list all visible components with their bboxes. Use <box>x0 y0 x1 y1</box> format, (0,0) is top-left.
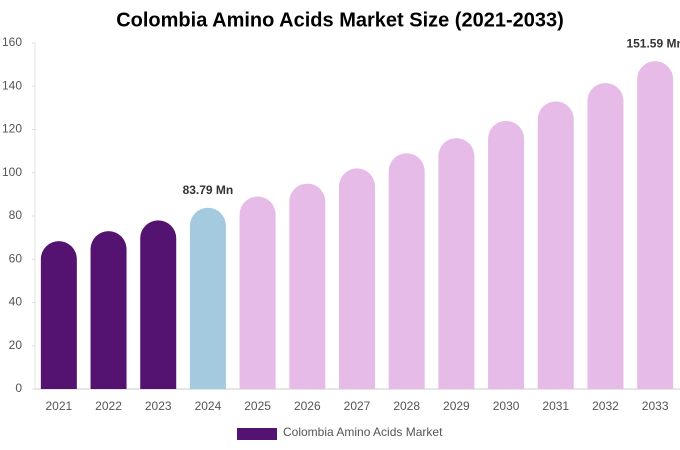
y-tick-label: 100 <box>2 165 22 179</box>
legend-label: Colombia Amino Acids Market <box>283 425 443 439</box>
chart-title: Colombia Amino Acids Market Size (2021-2… <box>116 9 564 31</box>
x-tick-label: 2021 <box>45 399 72 413</box>
x-tick-label: 2031 <box>542 399 569 413</box>
bar <box>40 241 77 389</box>
y-tick-label: 20 <box>9 338 23 352</box>
y-tick-label: 60 <box>9 251 23 265</box>
bar <box>537 101 574 389</box>
bar <box>388 153 425 389</box>
value-label: 83.79 Mn <box>183 183 234 197</box>
y-tick-label: 80 <box>9 208 23 222</box>
x-tick-label: 2026 <box>294 399 321 413</box>
bar <box>637 61 674 390</box>
value-label: 151.59 Mn <box>626 36 680 50</box>
x-tick-label: 2023 <box>145 399 172 413</box>
y-tick-label: 140 <box>2 78 22 92</box>
bar <box>289 183 326 389</box>
bar <box>90 231 127 389</box>
y-tick-label: 120 <box>2 122 22 136</box>
x-tick-label: 2028 <box>393 399 420 413</box>
bar <box>488 120 525 389</box>
x-tick-label: 2027 <box>344 399 371 413</box>
bar <box>587 83 624 389</box>
y-tick-label: 160 <box>2 35 22 49</box>
bar <box>189 207 226 389</box>
x-tick-label: 2024 <box>195 399 222 413</box>
y-tick-label: 40 <box>9 295 23 309</box>
x-tick-label: 2029 <box>443 399 470 413</box>
x-tick-label: 2032 <box>592 399 619 413</box>
bar <box>140 220 177 389</box>
bar <box>438 138 475 389</box>
x-tick-label: 2022 <box>95 399 122 413</box>
bar <box>239 196 276 389</box>
x-tick-label: 2025 <box>244 399 271 413</box>
bar <box>339 168 375 389</box>
x-tick-label: 2033 <box>642 399 669 413</box>
legend-swatch <box>237 428 277 440</box>
y-tick-label: 0 <box>15 381 22 395</box>
x-tick-label: 2030 <box>493 399 520 413</box>
